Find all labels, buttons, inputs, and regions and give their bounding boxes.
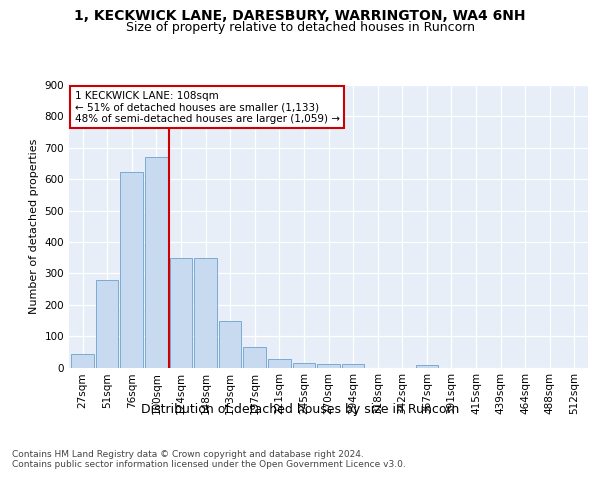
Y-axis label: Number of detached properties: Number of detached properties <box>29 138 39 314</box>
Bar <box>71 354 94 368</box>
Bar <box>268 358 290 368</box>
Bar <box>244 347 266 368</box>
Text: Size of property relative to detached houses in Runcorn: Size of property relative to detached ho… <box>125 22 475 35</box>
Text: 1, KECKWICK LANE, DARESBURY, WARRINGTON, WA4 6NH: 1, KECKWICK LANE, DARESBURY, WARRINGTON,… <box>74 9 526 23</box>
Bar <box>170 258 192 368</box>
Bar <box>96 280 118 368</box>
Bar <box>342 364 364 368</box>
Bar <box>121 172 143 368</box>
Text: Contains HM Land Registry data © Crown copyright and database right 2024.
Contai: Contains HM Land Registry data © Crown c… <box>12 450 406 469</box>
Text: 1 KECKWICK LANE: 108sqm
← 51% of detached houses are smaller (1,133)
48% of semi: 1 KECKWICK LANE: 108sqm ← 51% of detache… <box>74 90 340 124</box>
Text: Distribution of detached houses by size in Runcorn: Distribution of detached houses by size … <box>141 402 459 415</box>
Bar <box>293 364 315 368</box>
Bar <box>145 157 167 368</box>
Bar <box>416 365 438 368</box>
Bar <box>194 258 217 368</box>
Bar <box>219 322 241 368</box>
Bar <box>317 364 340 368</box>
